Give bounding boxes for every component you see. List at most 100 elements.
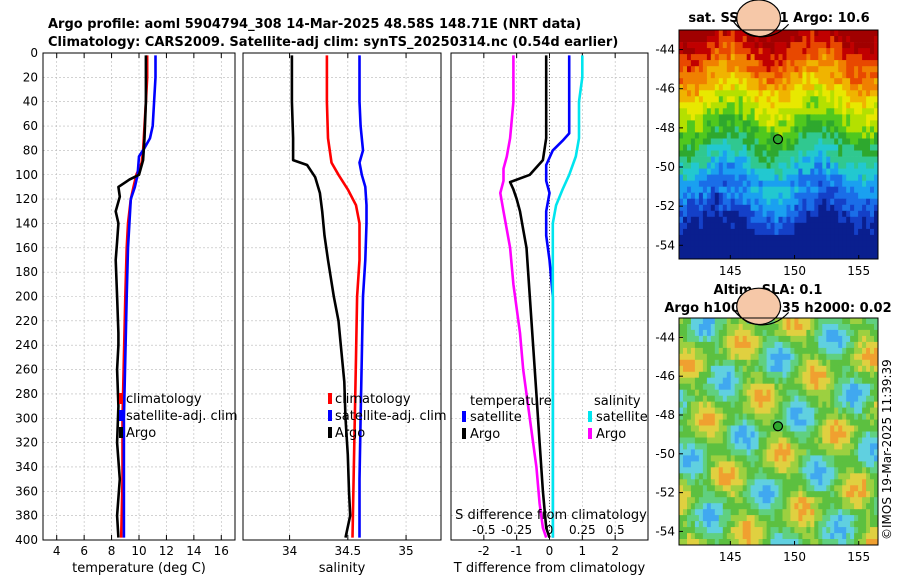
map-cell	[679, 78, 684, 85]
map-cell	[754, 90, 759, 97]
map-cell	[690, 365, 696, 373]
map-cell	[722, 54, 728, 61]
map-cell	[738, 216, 744, 224]
map-cell	[834, 180, 839, 188]
map-cell	[862, 509, 867, 516]
map-cell	[826, 108, 831, 115]
map-cell	[762, 539, 767, 546]
map-cell	[846, 425, 851, 432]
map-cell	[714, 162, 720, 169]
map-cell	[694, 509, 700, 516]
map-cell	[742, 192, 748, 200]
map-cell	[766, 210, 771, 218]
map-cell	[687, 222, 692, 230]
map-cell	[742, 198, 748, 206]
map-cell	[754, 78, 759, 85]
map-cell	[874, 222, 879, 230]
map-cell	[750, 467, 755, 474]
map-cell	[746, 341, 752, 349]
map-cell	[698, 120, 704, 127]
map-cell	[734, 186, 740, 194]
map-cell	[870, 84, 875, 91]
map-cell	[738, 210, 744, 218]
map-cell	[754, 144, 759, 151]
map-cell	[830, 353, 835, 361]
map-cell	[726, 108, 732, 115]
map-cell	[822, 377, 827, 385]
map-cell	[770, 216, 775, 224]
map-cell	[746, 174, 752, 181]
map-cell	[802, 30, 807, 37]
map-cell	[687, 216, 692, 224]
map-cell	[738, 42, 744, 49]
map-cell	[726, 84, 732, 91]
map-cell	[794, 539, 799, 546]
map-cell	[834, 96, 839, 103]
map-cell	[858, 419, 863, 426]
map-cell	[694, 455, 700, 462]
map-cell	[838, 461, 843, 468]
map-cell	[710, 515, 716, 522]
map-cell	[710, 246, 716, 254]
map-cell	[834, 60, 839, 67]
map-cell	[766, 48, 771, 55]
map-cell	[870, 485, 875, 492]
map-cell	[834, 66, 839, 73]
map-cell	[706, 479, 712, 486]
map-cell	[798, 491, 803, 498]
map-cell	[734, 335, 740, 343]
map-cell	[806, 473, 811, 480]
map-cell	[714, 204, 720, 212]
map-cell	[814, 449, 819, 456]
map-cell	[738, 96, 744, 103]
map-cell	[814, 156, 819, 163]
map-cell	[818, 204, 823, 212]
map-cell	[702, 383, 708, 391]
map-cell	[762, 324, 767, 331]
x-tick-label: -1	[511, 544, 523, 558]
map-cell	[782, 437, 787, 444]
map-cell	[838, 467, 843, 474]
map-cell	[734, 253, 740, 260]
map-cell	[758, 491, 763, 498]
map-cell	[814, 204, 819, 212]
map-cell	[706, 329, 712, 337]
map-cell	[866, 180, 871, 188]
map-cell	[754, 371, 759, 379]
map-cell	[770, 419, 775, 426]
map-cell	[778, 186, 783, 194]
map-cell	[730, 72, 736, 79]
map-cell	[874, 96, 879, 103]
map-cell	[687, 228, 692, 236]
map-cell	[687, 234, 692, 242]
map-cell	[722, 162, 728, 169]
map-cell	[790, 60, 795, 67]
map-cell	[758, 425, 763, 432]
map-cell	[690, 240, 696, 248]
map-cell	[798, 329, 803, 337]
map-cell	[810, 329, 815, 337]
map-cell	[778, 54, 783, 61]
map-cell	[687, 72, 692, 79]
map-cell	[786, 437, 791, 444]
map-cell	[802, 503, 807, 510]
map-cell	[826, 66, 831, 73]
map-cell	[730, 455, 736, 462]
map-cell	[854, 491, 859, 498]
map-cell	[690, 78, 696, 85]
map-cell	[690, 371, 696, 379]
map-cell	[810, 509, 815, 516]
map-cell	[778, 359, 783, 367]
map-cell	[874, 253, 879, 260]
map-cell	[690, 132, 696, 139]
map-cell	[750, 48, 755, 55]
depth-axis: 0204060801001201401601802002202402602803…	[15, 46, 38, 547]
map-cell	[866, 96, 871, 103]
map-cell	[726, 353, 732, 361]
map-cell	[710, 42, 716, 49]
map-cell	[746, 162, 752, 169]
map-cell	[846, 389, 851, 397]
plot-frame	[242, 52, 442, 541]
map-cell	[790, 318, 795, 325]
map-cell	[710, 467, 716, 474]
